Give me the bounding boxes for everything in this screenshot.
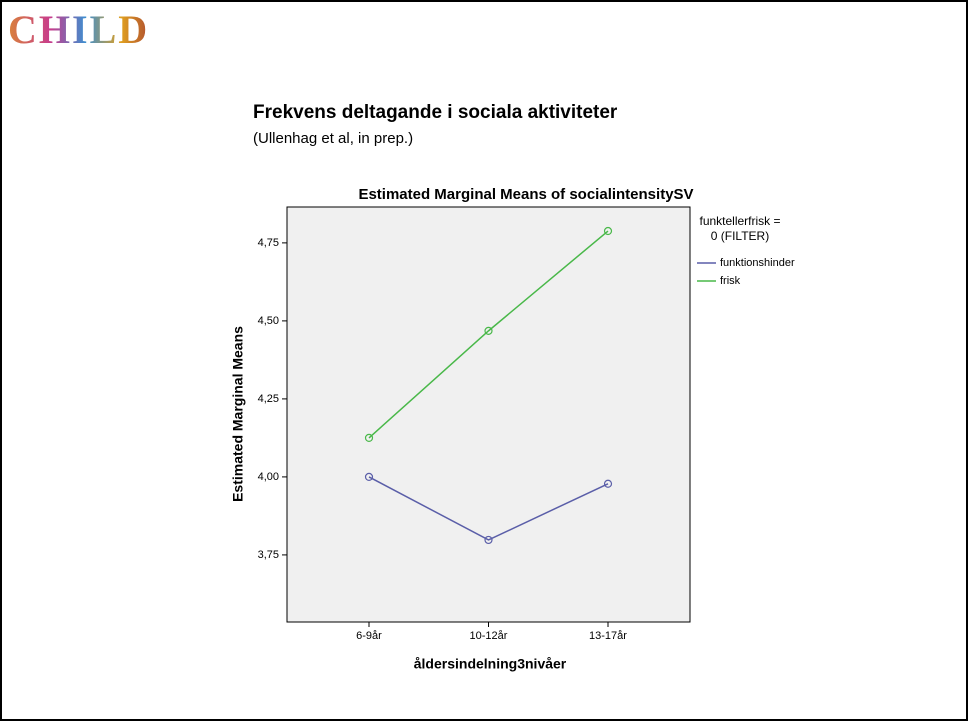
x-tick-label: 6-9år [356,630,382,642]
y-tick-label: 4,75 [258,237,279,249]
series-line [368,476,609,541]
marker [364,433,374,443]
legend-label: frisk [720,275,741,287]
chart-title: Estimated Marginal Means of socialintens… [358,186,693,203]
legend-label: funktionshinder [720,257,795,269]
x-axis-label: åldersindelning3nivåer [414,656,567,672]
marker [484,326,493,335]
logo: CHILD [8,7,149,52]
y-tick-label: 4,25 [258,393,279,405]
legend-title: funktellerfrisk = [699,214,780,228]
marker [603,226,613,236]
marker [603,479,613,488]
plot-area [286,206,691,623]
series-line [368,230,609,439]
y-tick-label: 4,50 [258,315,279,327]
y-tick-label: 4,00 [258,471,279,483]
slide-subtitle: (Ullenhag et al, in prep.) [253,130,413,147]
x-tick-label: 10-12år [470,630,508,642]
y-axis-label: Estimated Marginal Means [230,326,246,502]
marker [364,472,374,482]
legend-title: 0 (FILTER) [711,229,769,243]
marker [484,535,493,545]
x-tick-label: 13-17år [589,630,627,642]
y-tick-label: 3,75 [258,549,279,561]
slide-title: Frekvens deltagande i sociala aktivitete… [253,102,618,123]
